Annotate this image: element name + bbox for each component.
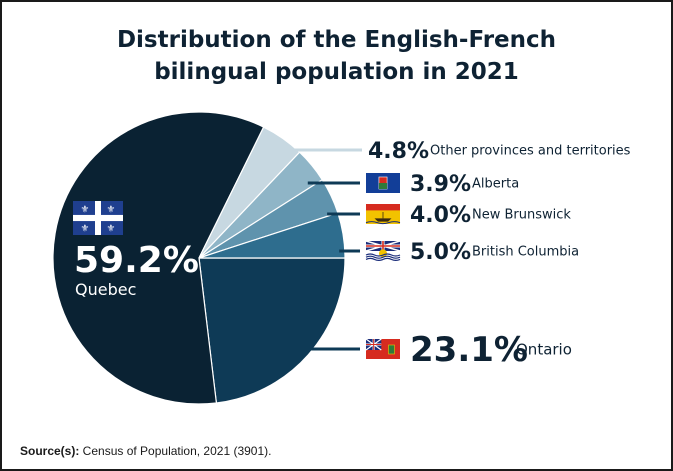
svg-text:⚜: ⚜ bbox=[107, 224, 116, 235]
leader-line-other-provinces-and-territories bbox=[279, 139, 362, 152]
category-label-other-provinces-and-territories: Other provinces and territories bbox=[430, 144, 631, 159]
category-label-ontario: Ontario bbox=[516, 340, 572, 358]
quebec-flag-icon: ⚜ ⚜ ⚜ ⚜ bbox=[73, 201, 123, 235]
alberta-flag-icon bbox=[366, 173, 400, 193]
data-label-other-provinces-and-territories: 4.8% bbox=[368, 139, 429, 164]
data-label-quebec: 59.2% bbox=[74, 240, 199, 281]
data-label-alberta: 3.9% bbox=[410, 172, 471, 197]
category-label-alberta: Alberta bbox=[472, 177, 519, 192]
chart-title-line1: Distribution of the English-French bbox=[116, 27, 557, 53]
chart-title: Distribution of the English-French bilin… bbox=[2, 24, 671, 88]
pie-slice-ontario bbox=[198, 257, 346, 404]
new-brunswick-flag-icon bbox=[365, 204, 401, 225]
data-label-ontario: 23.1% bbox=[410, 330, 528, 370]
chart-title-line2: bilingual population in 2021 bbox=[154, 59, 519, 85]
svg-text:⚜: ⚜ bbox=[107, 204, 116, 215]
category-label-british-columbia: British Columbia bbox=[472, 245, 579, 260]
data-label-british-columbia: 5.0% bbox=[410, 240, 471, 265]
pie-slice-quebec bbox=[52, 111, 265, 405]
svg-text:⚜: ⚜ bbox=[81, 224, 90, 235]
data-label-new-brunswick: 4.0% bbox=[410, 203, 471, 228]
source-note: Source(s): Census of Population, 2021 (3… bbox=[20, 444, 271, 458]
ontario-flag-icon bbox=[365, 338, 400, 359]
category-label-quebec: Quebec bbox=[75, 280, 136, 299]
source-text: Census of Population, 2021 (3901). bbox=[79, 444, 272, 458]
british-columbia-flag-icon bbox=[365, 240, 401, 261]
category-label-new-brunswick: New Brunswick bbox=[472, 208, 571, 223]
svg-text:⚜: ⚜ bbox=[81, 204, 90, 215]
source-label: Source(s): bbox=[20, 444, 80, 458]
